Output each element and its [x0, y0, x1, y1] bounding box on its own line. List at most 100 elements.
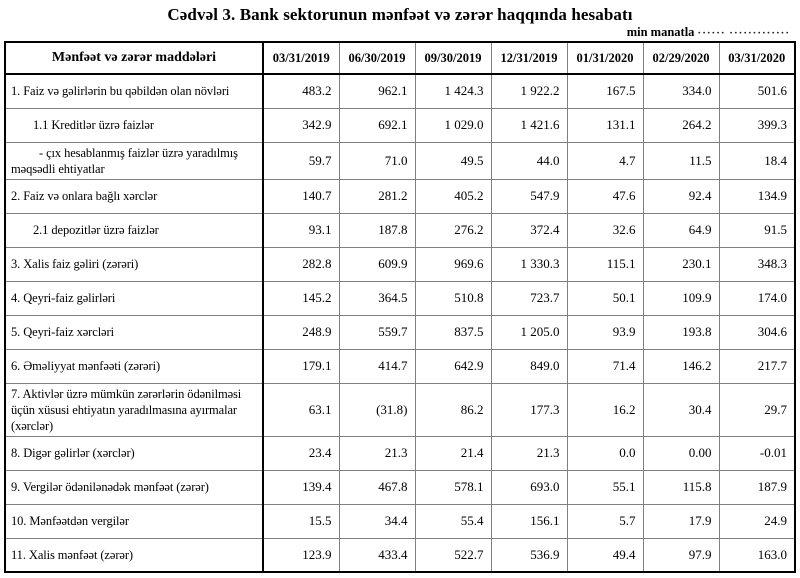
cell-value: 693.0 — [490, 469, 568, 505]
cell-value: 146.2 — [642, 348, 720, 384]
table-row: 8. Digər gəlirlər (xərclər) 23.4 21.3 21.4 2… — [4, 435, 796, 471]
cell-value: 97.9 — [642, 537, 720, 573]
cell-value: 342.9 — [262, 107, 340, 143]
cell-value: 501.6 — [718, 73, 796, 109]
table-row: 1.1 Kreditlər üzrə faizlər 342.9 692.1 1 02… — [4, 107, 796, 143]
cell-value: 55.1 — [566, 469, 644, 505]
cell-value: 21.4 — [414, 435, 492, 471]
cell-value: -0.01 — [718, 435, 796, 471]
cell-value: 71.0 — [338, 141, 416, 180]
row-label: 10. Mənfəətdən vergilər — [4, 503, 264, 539]
cell-value: 139.4 — [262, 469, 340, 505]
cell-value: 692.1 — [338, 107, 416, 143]
cell-value: 49.5 — [414, 141, 492, 180]
table-row: 6. Əməliyyat mənfəəti (zərəri) 179.1 414.7… — [4, 348, 796, 384]
cell-value: 483.2 — [262, 73, 340, 109]
cell-value: 348.3 — [718, 246, 796, 282]
cell-value: 282.8 — [262, 246, 340, 282]
row-label: 2.1 depozitlər üzrə faizlər — [4, 212, 264, 248]
cell-value: 723.7 — [490, 280, 568, 316]
column-header: 03/31/2020 — [718, 41, 796, 75]
cell-value: 21.3 — [490, 435, 568, 471]
cell-value: 177.3 — [490, 382, 568, 437]
cell-value: 1 421.6 — [490, 107, 568, 143]
cell-value: 969.6 — [414, 246, 492, 282]
cell-value: 86.2 — [414, 382, 492, 437]
table-row: 2. Faiz və onlara bağlı xərclər 140.7 281.… — [4, 178, 796, 214]
table-row: 11. Xalis mənfəət (zərər) 123.9 433.4 522.7… — [4, 537, 796, 573]
cell-value: 0.00 — [642, 435, 720, 471]
cell-value: 29.7 — [718, 382, 796, 437]
cell-value: 1 424.3 — [414, 73, 492, 109]
unit-note-label: min manatla — [626, 25, 695, 39]
row-label: 2. Faiz və onlara bağlı xərclər — [4, 178, 264, 214]
cell-value: 399.3 — [718, 107, 796, 143]
cell-value: 91.5 — [718, 212, 796, 248]
cell-value: 281.2 — [338, 178, 416, 214]
cell-value: 47.6 — [566, 178, 644, 214]
cell-value: 536.9 — [490, 537, 568, 573]
cell-value: 92.4 — [642, 178, 720, 214]
cell-value: 18.4 — [718, 141, 796, 180]
cell-value: 55.4 — [414, 503, 492, 539]
cell-value: 30.4 — [642, 382, 720, 437]
table-row: 2.1 depozitlər üzrə faizlər 93.1 187.8 276.… — [4, 212, 796, 248]
cell-value: 174.0 — [718, 280, 796, 316]
cell-value: 609.9 — [338, 246, 416, 282]
cell-value: 187.8 — [338, 212, 416, 248]
cell-value: 405.2 — [414, 178, 492, 214]
cell-value: 23.4 — [262, 435, 340, 471]
row-label: 8. Digər gəlirlər (xərclər) — [4, 435, 264, 471]
cell-value: 1 029.0 — [414, 107, 492, 143]
cell-value: 131.1 — [566, 107, 644, 143]
cell-value: 187.9 — [718, 469, 796, 505]
cell-value: 433.4 — [338, 537, 416, 573]
cell-value: 849.0 — [490, 348, 568, 384]
table-row: 4. Qeyri-faiz gəlirləri 145.2 364.5 510.8 72… — [4, 280, 796, 316]
row-label: 7. Aktivlər üzrə mümkün zərərlərin ödəni… — [4, 382, 264, 437]
cell-value: 962.1 — [338, 73, 416, 109]
cell-value: 44.0 — [490, 141, 568, 180]
cell-value: 230.1 — [642, 246, 720, 282]
cell-value: 59.7 — [262, 141, 340, 180]
row-label: 3. Xalis faiz gəliri (zərəri) — [4, 246, 264, 282]
cell-value: 50.1 — [566, 280, 644, 316]
cell-value: 16.2 — [566, 382, 644, 437]
cell-value: 264.2 — [642, 107, 720, 143]
cell-value: 140.7 — [262, 178, 340, 214]
table-row: - çıx hesablanmış faizlər üzrə yaradılmı… — [4, 141, 796, 180]
cell-value: 32.6 — [566, 212, 644, 248]
cell-value: 0.0 — [566, 435, 644, 471]
cell-value: 276.2 — [414, 212, 492, 248]
cell-value: 642.9 — [414, 348, 492, 384]
cell-value: 115.1 — [566, 246, 644, 282]
cell-value: 21.3 — [338, 435, 416, 471]
row-label: - çıx hesablanmış faizlər üzrə yaradılmı… — [4, 141, 264, 180]
table-row: 7. Aktivlər üzrə mümkün zərərlərin ödəni… — [4, 382, 796, 437]
cell-value: 17.9 — [642, 503, 720, 539]
cell-value: 547.9 — [490, 178, 568, 214]
cell-value: 1 922.2 — [490, 73, 568, 109]
cell-value: 334.0 — [642, 73, 720, 109]
cell-value: 109.9 — [642, 280, 720, 316]
cell-value: 34.4 — [338, 503, 416, 539]
table-body: 1. Faiz və gəlirlərin bu qəbildən olan n… — [4, 73, 796, 573]
table-row: 1. Faiz və gəlirlərin bu qəbildən olan n… — [4, 73, 796, 109]
cell-value: 522.7 — [414, 537, 492, 573]
cell-value: 93.1 — [262, 212, 340, 248]
label-column-header: Mənfəət və zərər maddələri — [4, 41, 264, 75]
cell-value: 24.9 — [718, 503, 796, 539]
table-row: 3. Xalis faiz gəliri (zərəri) 282.8 609.9 9… — [4, 246, 796, 282]
table-header: Mənfəət və zərər maddələri 03/31/2019 06/… — [4, 41, 796, 75]
cell-value: 11.5 — [642, 141, 720, 180]
cell-value: 163.0 — [718, 537, 796, 573]
cell-value: 5.7 — [566, 503, 644, 539]
cell-value: 64.9 — [642, 212, 720, 248]
cell-value: 559.7 — [338, 314, 416, 350]
cell-value: 179.1 — [262, 348, 340, 384]
row-label: 1.1 Kreditlər üzrə faizlər — [4, 107, 264, 143]
row-label: 6. Əməliyyat mənfəəti (zərəri) — [4, 348, 264, 384]
header-row: Mənfəət və zərər maddələri 03/31/2019 06/… — [4, 41, 796, 75]
unit-note: min manatla ······ ············· — [0, 26, 800, 40]
cell-value: 15.5 — [262, 503, 340, 539]
